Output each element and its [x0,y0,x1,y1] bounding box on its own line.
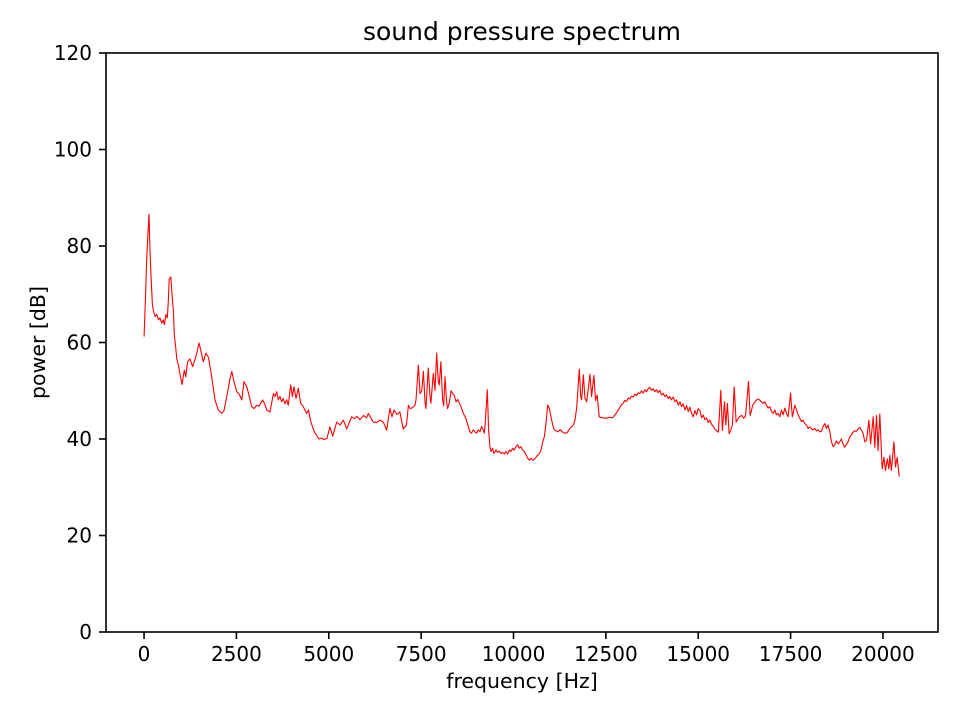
y-tick-label: 20 [67,524,92,548]
x-tick-label: 20000 [851,642,915,666]
y-tick-label: 80 [67,234,92,258]
y-axis-ticks: 0 20 40 60 80 100 120 [54,41,106,644]
chart-title: sound pressure spectrum [363,17,681,46]
x-tick-label: 7500 [396,642,447,666]
y-tick-label: 0 [79,620,92,644]
x-tick-label: 17500 [759,642,823,666]
y-tick-label: 40 [67,427,92,451]
x-tick-label: 5000 [303,642,354,666]
x-tick-label: 15000 [666,642,730,666]
x-axis-label: frequency [Hz] [446,669,598,693]
x-tick-label: 10000 [482,642,546,666]
plot-area [106,53,938,632]
y-axis-label: power [dB] [26,286,50,399]
y-tick-label: 60 [67,331,92,355]
x-axis-ticks: 0 2500 5000 7500 10000 12500 15000 17500 20000 [138,632,915,666]
x-tick-label: 2500 [211,642,262,666]
y-tick-label: 100 [54,138,92,162]
spectrum-line [143,213,900,477]
x-tick-label: 0 [138,642,151,666]
y-tick-label: 120 [54,41,92,65]
x-tick-label: 12500 [574,642,638,666]
